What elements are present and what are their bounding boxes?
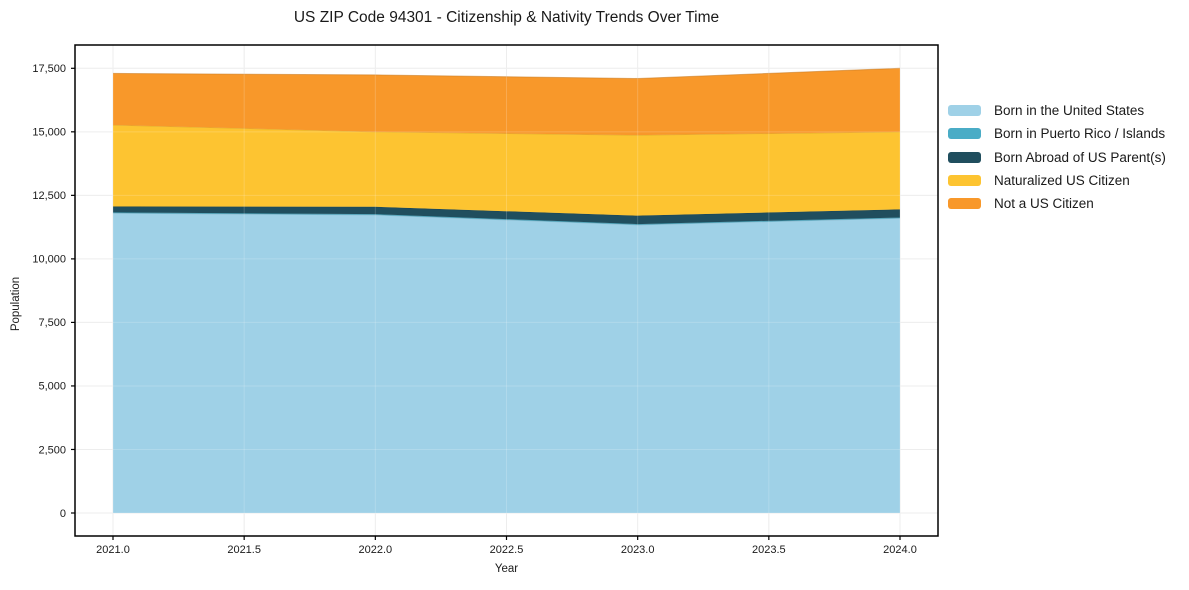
legend: Born in the United States Born in Puerto … (948, 99, 1166, 215)
y-axis-label: Population (10, 276, 22, 332)
legend-swatch (948, 105, 981, 117)
area-born-in-the-united-states (113, 213, 900, 513)
gridlines-overlay (75, 45, 938, 536)
y-tick-label: 10,000 (32, 254, 66, 266)
x-tick-label: 2023.0 (621, 544, 655, 556)
x-axis-label: Year (494, 563, 519, 575)
legend-item: Born Abroad of US Parent(s) (948, 146, 1166, 169)
y-tick-label: 2,500 (38, 444, 66, 456)
area-not-a-us-citizen (113, 68, 900, 136)
x-tick-label: 2023.5 (752, 544, 786, 556)
legend-label: Born in Puerto Rico / Islands (994, 126, 1166, 142)
y-tick-label: 5,000 (38, 381, 66, 393)
y-tick-label: 12,500 (32, 190, 66, 202)
tick-marks (71, 67, 901, 540)
x-tick-label: 2021.0 (96, 544, 130, 556)
legend-item: Born in the United States (948, 99, 1166, 122)
y-tick-label: 17,500 (32, 63, 66, 75)
x-tick-label: 2022.5 (490, 544, 524, 556)
legend-item: Not a US Citizen (948, 192, 1166, 215)
area-born-in-puerto-rico-islands (113, 212, 900, 225)
legend-label: Born in the United States (994, 103, 1145, 119)
x-tick-label: 2022.0 (359, 544, 393, 556)
x-tick-label: 2024.0 (883, 544, 917, 556)
legend-label: Not a US Citizen (994, 196, 1094, 212)
legend-label: Naturalized US Citizen (994, 173, 1130, 189)
y-tick-label: 7,500 (38, 317, 66, 329)
area-edge-not-a-us-citizen (112, 67, 901, 79)
legend-swatch (948, 175, 981, 187)
chart-title: US ZIP Code 94301 - Citizenship & Nativi… (293, 9, 720, 26)
tick-labels: 2021.0 2021.5 2022.0 2022.5 2023.0 2023.5 2024… (32, 63, 916, 556)
y-tick-label: 15,000 (32, 127, 66, 139)
legend-item: Born in Puerto Rico / Islands (948, 122, 1166, 145)
x-tick-label: 2021.5 (227, 544, 261, 556)
legend-swatch (948, 151, 981, 163)
y-tick-label: 0 (60, 508, 66, 520)
area-born-abroad-of-us-parent-s (113, 206, 900, 225)
legend-swatch (948, 198, 981, 210)
legend-swatch (948, 128, 981, 140)
legend-item: Naturalized US Citizen (948, 169, 1166, 192)
legend-label: Born Abroad of US Parent(s) (994, 149, 1166, 165)
area-naturalized-us-citizen (113, 124, 900, 216)
